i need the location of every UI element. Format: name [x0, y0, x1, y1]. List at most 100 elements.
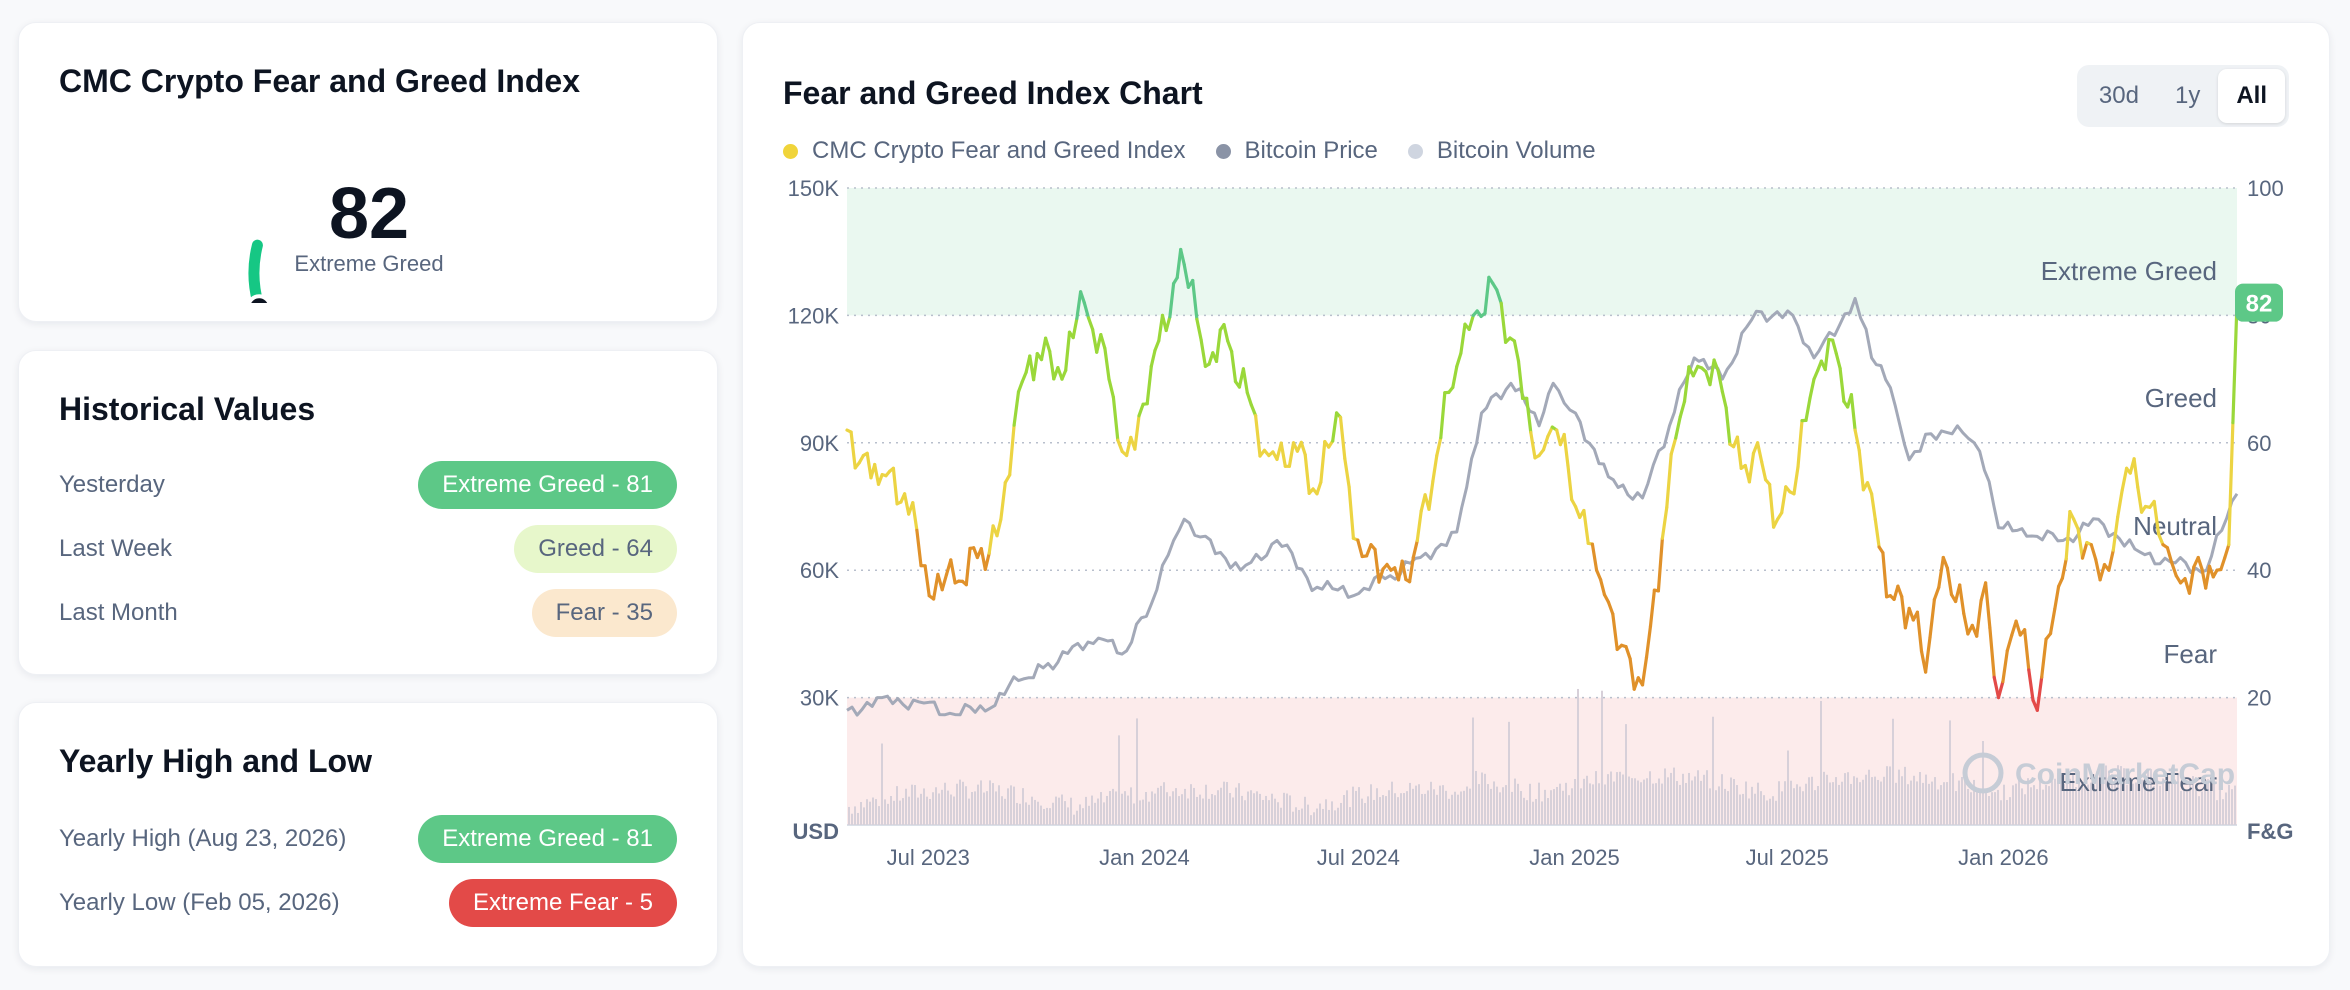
fear-greed-segment: [2165, 546, 2174, 565]
volume-bar: [1163, 782, 1165, 825]
fear-greed-segment: [2089, 543, 2098, 561]
volume-bar: [1637, 780, 1639, 825]
volume-bar: [1316, 808, 1318, 825]
volume-bar: [1871, 777, 1873, 825]
volume-bar: [1397, 797, 1399, 825]
volume-bar: [1292, 811, 1294, 825]
volume-bar: [1307, 804, 1309, 825]
volume-bar: [2234, 785, 2236, 825]
fear-greed-segment: [1830, 338, 1838, 356]
fear-greed-segment: [1958, 583, 1966, 616]
volume-bar: [1625, 724, 1627, 825]
volume-bar: [1424, 793, 1426, 825]
fear-greed-segment: [1900, 594, 1908, 630]
volume-bar: [1793, 788, 1795, 825]
coinmarketcap-watermark: CoinMarketCap: [1962, 752, 2235, 794]
volume-bar: [1091, 795, 1093, 825]
x-tick-label: Jan 2025: [1529, 845, 1620, 870]
volume-bar: [1619, 771, 1621, 825]
volume-bar: [1001, 796, 1003, 825]
volume-bar: [878, 806, 880, 825]
volume-bar: [1922, 782, 1924, 825]
historical-row-yesterday: Yesterday Extreme Greed - 81: [59, 461, 677, 509]
timeframe-1y-button[interactable]: 1y: [2174, 82, 2201, 109]
volume-bar: [1697, 770, 1699, 825]
volume-bar: [1742, 793, 1744, 825]
volume-bar: [1535, 798, 1537, 825]
fear-greed-segment: [1459, 322, 1467, 355]
fear-greed-segment: [1012, 390, 1021, 427]
volume-bar: [2063, 784, 2065, 825]
volume-bar: [1889, 766, 1891, 825]
fear-greed-segment: [923, 564, 931, 598]
volume-bar: [1949, 720, 1951, 825]
volume-bar: [1040, 805, 1042, 825]
volume-bar: [2093, 785, 2095, 825]
volume-bar: [1646, 778, 1648, 825]
fear-greed-segment: [1347, 485, 1356, 540]
fear-greed-segment: [932, 572, 940, 601]
current-value-badge-text: 82: [2246, 291, 2273, 318]
historical-title: Historical Values: [59, 391, 316, 427]
fear-greed-segment: [1483, 275, 1491, 315]
fear-greed-segment: [1364, 543, 1373, 558]
volume-bar: [1496, 786, 1498, 825]
volume-bar: [1766, 800, 1768, 825]
volume-bar: [1547, 798, 1549, 825]
fear-greed-segment: [1648, 588, 1657, 628]
volume-bar: [2081, 782, 2083, 825]
volume-bar: [1991, 792, 1993, 825]
volume-bar: [884, 799, 886, 825]
volume-bar: [929, 798, 931, 825]
fear-greed-segment: [1747, 451, 1756, 484]
volume-bar: [1127, 795, 1129, 825]
fear-greed-segment: [1640, 655, 1649, 687]
legend-label: Bitcoin Volume: [1436, 137, 1596, 164]
fear-greed-segment: [1303, 453, 1311, 495]
volume-bar: [887, 803, 889, 825]
fear-greed-segment: [1598, 577, 1607, 597]
chart-legend: CMC Crypto Fear and Greed Index Bitcoin …: [783, 137, 1596, 165]
volume-bar: [1136, 718, 1138, 825]
volume-bar: [1937, 789, 1939, 825]
fear-greed-segment: [1338, 415, 1347, 461]
timeframe-30d-button[interactable]: 30d: [2098, 82, 2139, 109]
fear-greed-segment: [865, 451, 873, 480]
fear-greed-segment: [1427, 479, 1435, 511]
volume-bar: [1970, 792, 1972, 825]
fear-greed-segment: [1566, 464, 1574, 502]
volume-bar: [2204, 781, 2206, 825]
volume-bar: [2003, 784, 2005, 825]
volume-bar: [1583, 778, 1585, 825]
volume-bar: [1511, 791, 1513, 825]
fear-greed-segment: [2187, 565, 2196, 595]
fear-greed-segment: [1032, 352, 1039, 382]
volume-bar: [2147, 770, 2149, 825]
fear-greed-segment: [1103, 346, 1111, 381]
volume-bar: [1034, 799, 1036, 825]
volume-bar: [1217, 790, 1219, 825]
volume-bar: [1208, 798, 1210, 825]
fear-greed-segment: [1611, 612, 1619, 652]
volume-bar: [1520, 791, 1522, 825]
fear-greed-segment: [1137, 402, 1145, 418]
fear-greed-segment: [1343, 457, 1351, 489]
volume-bar: [2168, 782, 2170, 825]
legend-item-bitcoin-price[interactable]: Bitcoin Price: [1215, 137, 1378, 165]
volume-bar: [1934, 777, 1936, 825]
volume-bar: [1556, 786, 1558, 825]
legend-item-bitcoin-volume[interactable]: Bitcoin Volume: [1407, 137, 1596, 165]
volume-bar: [1223, 781, 1225, 825]
fear-greed-segment: [1735, 435, 1743, 470]
legend-item-fear-greed[interactable]: CMC Crypto Fear and Greed Index: [783, 137, 1186, 165]
volume-bar: [1778, 781, 1780, 825]
volume-bar: [1286, 793, 1288, 825]
fear-greed-segment: [1377, 567, 1385, 584]
volume-bar: [1076, 810, 1078, 825]
timeframe-all-button[interactable]: All: [2218, 69, 2285, 123]
fear-greed-chart[interactable]: Extreme Greed Greed Neutral Fear Extreme Fea…: [743, 23, 2331, 968]
volume-bar: [1718, 786, 1720, 825]
volume-bar: [1589, 783, 1591, 825]
volume-bar: [2198, 796, 2200, 825]
volume-bar: [1691, 780, 1693, 825]
